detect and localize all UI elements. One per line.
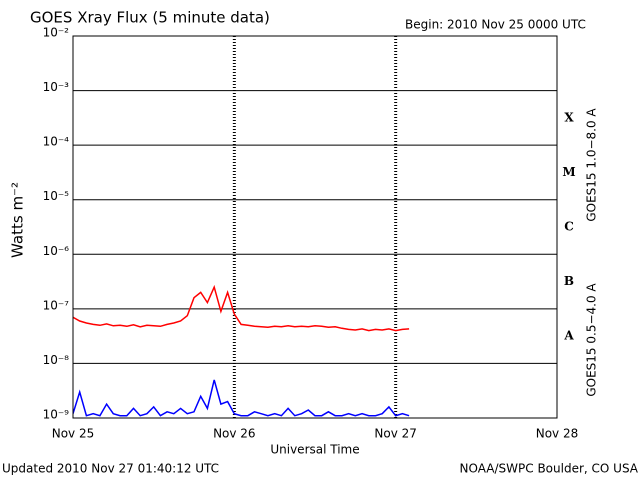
y-tick-label: 10⁻⁶ [43, 244, 70, 258]
chart-title: GOES Xray Flux (5 minute data) [30, 9, 270, 27]
y-tick-label: 10⁻⁵ [43, 189, 70, 203]
series-line [73, 379, 410, 417]
series-line [73, 284, 410, 332]
y-tick-label: 10⁻⁴ [43, 135, 70, 149]
x-axis-title: Universal Time [270, 443, 359, 457]
y-tick-label: 10⁻⁷ [43, 298, 70, 312]
x-tick-label: Nov 26 [213, 427, 256, 441]
y-axis-title: Watts m⁻² [9, 182, 27, 258]
x-tick-label: Nov 25 [52, 427, 95, 441]
source-note: NOAA/SWPC Boulder, CO USA [460, 462, 639, 476]
x-tick-label: Nov 27 [374, 427, 417, 441]
plot-frame [72, 35, 558, 419]
flare-class-label: C [564, 220, 574, 234]
flare-class-label: A [563, 329, 574, 343]
x-tick-label: Nov 28 [536, 427, 579, 441]
updated-note: Updated 2010 Nov 27 01:40:12 UTC [2, 462, 219, 476]
y-tick-label: 10⁻⁸ [43, 353, 70, 367]
flare-class-label: B [564, 274, 574, 288]
flare-class-label: X [564, 110, 574, 124]
flare-class-label: M [562, 165, 575, 179]
legend-label: GOES15 0.5−4.0 A [585, 283, 599, 397]
chart-subtitle: Begin: 2010 Nov 25 0000 UTC [405, 18, 586, 32]
y-tick-label: 10⁻⁹ [43, 408, 70, 422]
y-tick-label: 10⁻² [43, 26, 70, 40]
y-tick-label: 10⁻³ [43, 80, 70, 94]
legend-label: GOES15 1.0−8.0 A [585, 108, 599, 222]
